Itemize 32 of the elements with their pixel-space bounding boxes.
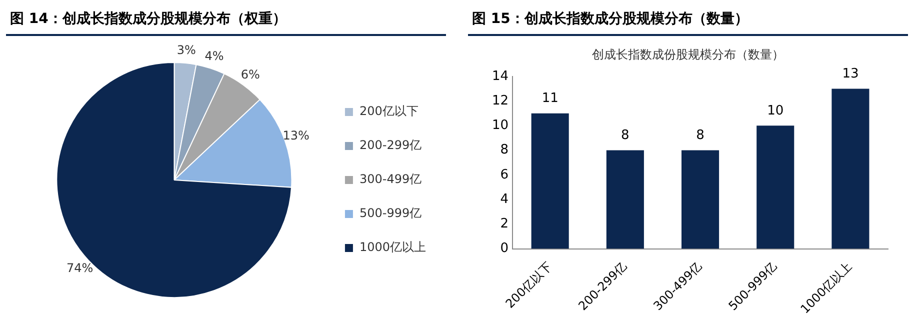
bar bbox=[682, 150, 720, 249]
y-tick-label: 14 bbox=[492, 68, 509, 84]
bar bbox=[606, 150, 644, 249]
chart-title: 图 14：创成长指数成分股规模分布（权重） bbox=[6, 6, 446, 36]
data-label: 3% bbox=[176, 43, 196, 58]
y-tick-label: 10 bbox=[492, 118, 509, 134]
data-label: 11 bbox=[542, 91, 558, 106]
legend-label: 300-499亿 bbox=[359, 172, 422, 186]
y-tick-label: 6 bbox=[500, 167, 509, 182]
y-tick-label: 12 bbox=[492, 93, 509, 108]
y-tick-label: 0 bbox=[500, 241, 509, 256]
chart-title: 图 15：创成长指数成分股规模分布（数量） bbox=[468, 6, 908, 36]
y-tick-label: 2 bbox=[500, 216, 509, 232]
y-tick-label: 4 bbox=[500, 192, 509, 207]
data-label: 6% bbox=[240, 67, 260, 82]
data-label: 4% bbox=[204, 48, 224, 63]
data-label: 13% bbox=[282, 128, 310, 142]
legend-label: 200-299亿 bbox=[359, 138, 422, 152]
data-label: 13 bbox=[842, 66, 859, 82]
legend-label: 200亿以下 bbox=[359, 104, 418, 118]
data-label: 10 bbox=[767, 104, 784, 119]
data-label: 74% bbox=[66, 260, 94, 275]
x-tick-label: 200亿以下 bbox=[502, 259, 554, 311]
bar bbox=[832, 88, 870, 249]
bar bbox=[531, 113, 569, 249]
y-tick-label: 8 bbox=[500, 142, 509, 158]
legend-label: 1000亿以上 bbox=[359, 240, 426, 254]
data-label: 8 bbox=[696, 128, 704, 144]
chart-subtitle: 创成长指数成份股规模分布（数量） bbox=[592, 47, 784, 62]
legend-label: 500-999亿 bbox=[359, 206, 422, 220]
data-label: 8 bbox=[621, 128, 630, 144]
bar bbox=[756, 126, 794, 249]
